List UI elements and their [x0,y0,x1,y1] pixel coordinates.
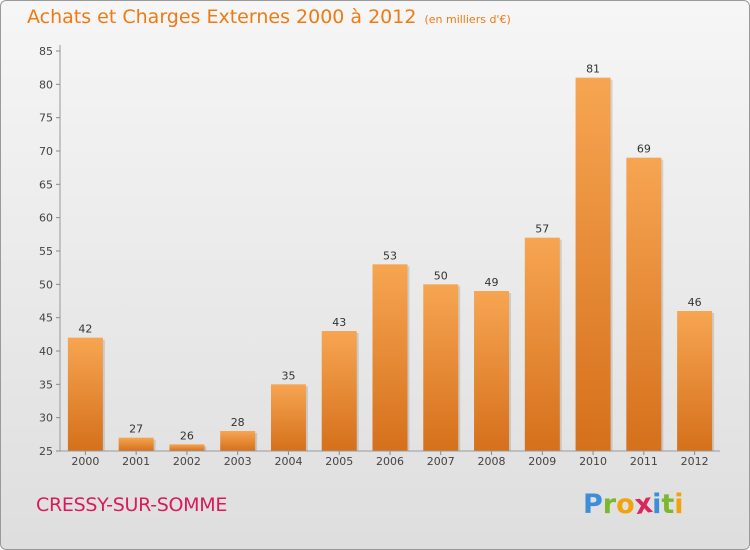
y-tick-label-60: 60 [39,212,53,225]
value-label-2004: 35 [281,369,295,382]
axes-group: 2000 2001 2002 2003 2004 2005 2006 2007 2008 2009… [39,45,720,468]
x-tick-label-2007: 2007 [427,455,455,468]
value-label-2003: 28 [231,416,245,429]
x-tick-label-2005: 2005 [325,455,353,468]
bar-2004 [270,384,306,451]
x-tick-label-2000: 2000 [71,455,99,468]
x-tick-label-2011: 2011 [630,455,658,468]
y-tick-label-30: 30 [39,412,53,425]
chart-title: Achats et Charges Externes 2000 à 2012 [27,6,417,28]
y-tick-label-55: 55 [39,245,53,258]
y-tick-label-45: 45 [39,312,53,325]
x-tick-label-2002: 2002 [173,455,201,468]
y-tick-label-50: 50 [39,278,53,291]
proxiti-logo: Proxiti [583,487,684,522]
logo-letter: o [616,489,635,520]
value-label-2001: 27 [129,423,143,436]
x-tick-label-2012: 2012 [681,455,709,468]
x-tick-label-2006: 2006 [376,455,404,468]
chart-title-block: Achats et Charges Externes 2000 à 2012 (e… [27,6,511,28]
bar-2007 [423,284,459,451]
x-tick-label-2009: 2009 [528,455,556,468]
bar-2006 [372,264,408,451]
bar-2003 [220,431,256,451]
bars-group: 42 27 26 28 35 43 53 50 49 57 81 69 46 [67,63,715,452]
value-label-2010: 81 [586,63,600,76]
value-label-2000: 42 [78,323,92,336]
bar-2008 [474,291,510,451]
value-label-2009: 57 [535,223,549,236]
logo-letter: P [583,489,603,520]
location-label: CRESSY-SUR-SOMME [36,494,228,516]
y-tick-label-80: 80 [39,78,53,91]
bar-2009 [524,237,560,451]
value-label-2011: 69 [637,143,651,156]
y-tick-label-70: 70 [39,145,53,158]
logo-letter: i [674,489,684,520]
y-tick-label-65: 65 [39,178,53,191]
bar-2005 [321,331,357,451]
value-label-2006: 53 [383,249,397,262]
logo-letter: x [632,487,655,522]
value-label-2012: 46 [688,296,702,309]
bar-2010 [575,77,611,452]
bar-2000 [67,337,103,451]
x-tick-label-2010: 2010 [579,455,607,468]
chart-unit: (en milliers d'€) [424,13,511,26]
logo-letter: i [652,489,662,520]
y-tick-label-75: 75 [39,112,53,125]
x-tick-label-2001: 2001 [122,455,150,468]
x-tick-label-2008: 2008 [478,455,506,468]
x-tick-label-2003: 2003 [224,455,252,468]
y-tick-label-25: 25 [39,445,53,458]
y-tick-label-35: 35 [39,378,53,391]
y-tick-label-85: 85 [39,45,53,58]
bar-2012 [677,311,713,451]
bar-2011 [626,157,662,451]
logo-letter: r [602,489,617,520]
logo-letter: t [661,489,675,520]
bar-2002 [169,444,205,451]
value-label-2008: 49 [485,276,499,289]
value-label-2002: 26 [180,429,194,442]
x-tick-label-2004: 2004 [274,455,302,468]
value-label-2005: 43 [332,316,346,329]
value-label-2007: 50 [434,269,448,282]
y-tick-label-40: 40 [39,345,53,358]
bar-2001 [118,437,154,451]
